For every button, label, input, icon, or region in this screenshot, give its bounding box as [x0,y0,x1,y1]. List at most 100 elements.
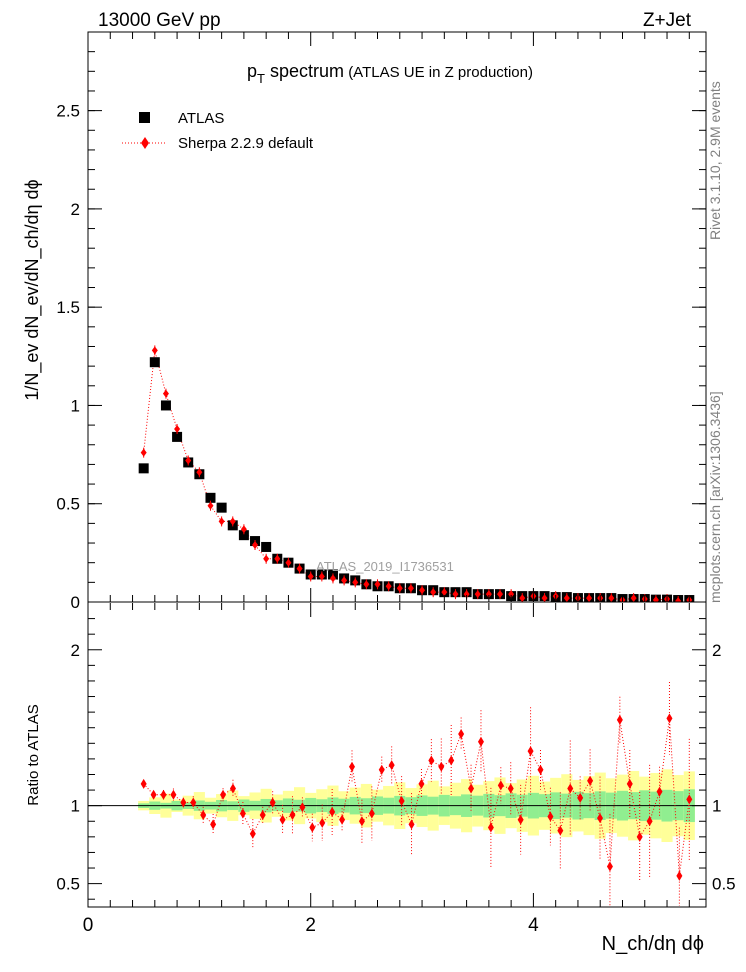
x-tick-label: 2 [305,915,316,936]
ratio-sherpa-point [458,728,465,739]
header-right: Z+Jet [643,10,692,31]
sherpa-point [307,572,314,581]
ratio-sherpa-point [329,806,336,817]
sherpa-point [652,596,659,602]
main-y-tick-label: 2 [71,200,80,219]
ratio-sherpa-point [577,792,584,803]
atlas-point [172,431,183,442]
ratio-sherpa-point [180,797,187,808]
ratio-y-tick-label-right: 0.5 [712,875,736,894]
sherpa-point [407,584,414,593]
atlas-point [138,463,149,474]
sherpa-point [541,594,548,602]
ratio-sherpa-point [686,794,693,805]
sherpa-point [430,588,437,597]
ratio-sherpa-point [537,764,544,775]
ratio-sherpa-point [299,802,306,813]
ratio-sherpa-point [507,783,514,794]
ratio-sherpa-point [676,870,683,881]
sherpa-point [318,572,325,581]
x-tick-label: 0 [83,915,94,936]
sherpa-point [196,468,203,477]
sherpa-point [630,594,637,602]
ratio-sherpa-point [170,789,177,800]
ratio-sherpa-point [358,816,365,827]
ratio-sherpa-point [666,713,673,724]
sherpa-point [519,594,526,602]
sherpa-point [151,346,158,355]
ratio-frame [87,601,707,908]
sherpa-point [352,578,359,587]
x-axis-label: N_ch/dη dϕ [602,933,704,955]
sherpa-point [441,588,448,597]
main-y-tick-label: 0 [71,593,80,612]
sherpa-point [508,590,515,599]
ratio-sherpa-point [587,775,594,786]
ratio-sherpa-point [597,813,604,824]
ratio-sherpa-point [388,760,395,771]
ratio-sherpa-point [269,797,276,808]
main-y-tick-label: 1 [71,396,80,415]
sherpa-point [218,517,225,526]
sherpa-point [385,582,392,591]
legend-marker-atlas [139,112,150,123]
ratio-sherpa-point [368,808,375,819]
atlas-point [238,530,249,541]
atlas-point [149,357,160,368]
ratio-y-axis-label: Ratio to ATLAS [25,704,42,805]
ratio-y-tick-label-right: 2 [712,641,721,660]
ratio-sherpa-point [160,789,167,800]
main-y-tick-label: 1.5 [56,298,80,317]
x-tick-label: 4 [528,915,539,936]
ratio-sherpa-point [398,795,405,806]
source-label: mcplots.cern.ch [arXiv:1306.3436] [707,391,723,603]
ratio-sherpa-point [497,780,504,791]
main-y-tick-label: 2.5 [56,102,80,121]
sherpa-point [485,590,492,599]
legend: ATLAS Sherpa 2.2.9 default [122,110,314,152]
ratio-sherpa-point [378,764,385,775]
ratio-sherpa-point [517,814,524,825]
ratio-sherpa-point [636,831,643,842]
sherpa-point [675,597,682,602]
ratio-sherpa-point [339,814,346,825]
ratio-sherpa-point [249,828,256,839]
axes-ticks: 0 0.5 1 1.5 2 2.5 0 2 4 0.5 0.5 1 1 2 2 [56,32,736,936]
legend-marker-sherpa [141,137,149,149]
ratio-y-tick-label: 2 [71,641,80,660]
ratio-sherpa-point [468,783,475,794]
ratio-sherpa-point [279,814,286,825]
ratio-sherpa-point [567,783,574,794]
legend-label-sherpa: Sherpa 2.2.9 default [178,135,314,152]
sherpa-point [563,594,570,602]
ratio-sherpa-point [289,810,296,821]
ratio-sherpa-point [626,778,633,789]
ratio-sherpa-point [418,778,425,789]
sherpa-point [240,525,247,534]
ratio-sherpa-point [527,746,534,757]
ratio-sherpa-point [547,811,554,822]
sherpa-point [274,554,281,563]
main-y-tick-label: 0.5 [56,495,80,514]
sherpa-point [463,590,470,599]
sherpa-point [296,564,303,573]
ratio-y-tick-label-right: 1 [712,797,721,816]
sherpa-point [419,586,426,595]
ratio-sherpa-point [190,797,197,808]
ratio-data-layer [88,682,706,906]
sherpa-point [174,425,181,434]
ratio-sherpa-point [646,816,653,827]
atlas-point [160,400,171,411]
sherpa-point [474,590,481,599]
sherpa-point [452,590,459,599]
main-y-axis-label: 1/N_ev dN_ev/dN_ch/dη dϕ [22,179,43,400]
sherpa-point [140,448,147,457]
sherpa-point [229,517,236,526]
atlas-point [205,492,216,503]
ratio-sherpa-point [616,714,623,725]
analysis-watermark: ATLAS_2019_I1736531 [316,559,454,574]
ratio-sherpa-point [150,789,157,800]
ratio-sherpa-point [200,810,207,821]
ratio-y-tick-label: 0.5 [56,875,80,894]
sherpa-point [396,584,403,593]
